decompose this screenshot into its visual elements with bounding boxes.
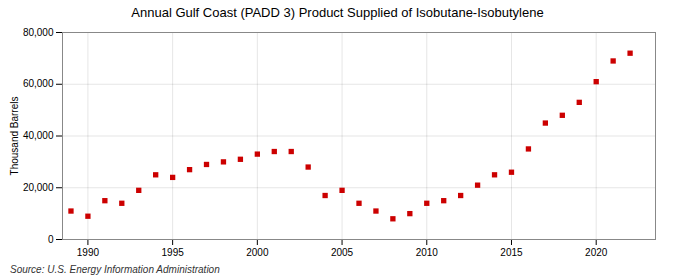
svg-text:2010: 2010 [416,247,439,258]
svg-text:2015: 2015 [500,247,523,258]
svg-text:60,000: 60,000 [23,78,54,89]
html-text:Source: U.S. Energy Informatio: Source: U.S. Energy Information Administ… [10,264,220,275]
svg-text:2000: 2000 [246,247,269,258]
html-text:Annual Gulf Coast (PADD 3) Pro: Annual Gulf Coast (PADD 3) Product Suppl… [131,5,544,20]
svg-text:1990: 1990 [77,247,100,258]
svg-text:2020: 2020 [585,247,608,258]
svg-text:80,000: 80,000 [23,27,54,38]
svg-text:2005: 2005 [331,247,354,258]
svg-text:40,000: 40,000 [23,130,54,141]
svg-text:1995: 1995 [162,247,185,258]
svg-text:Thousand Barrels: Thousand Barrels [9,97,20,176]
svg-text:0: 0 [48,234,54,245]
svg-text:20,000: 20,000 [23,182,54,193]
